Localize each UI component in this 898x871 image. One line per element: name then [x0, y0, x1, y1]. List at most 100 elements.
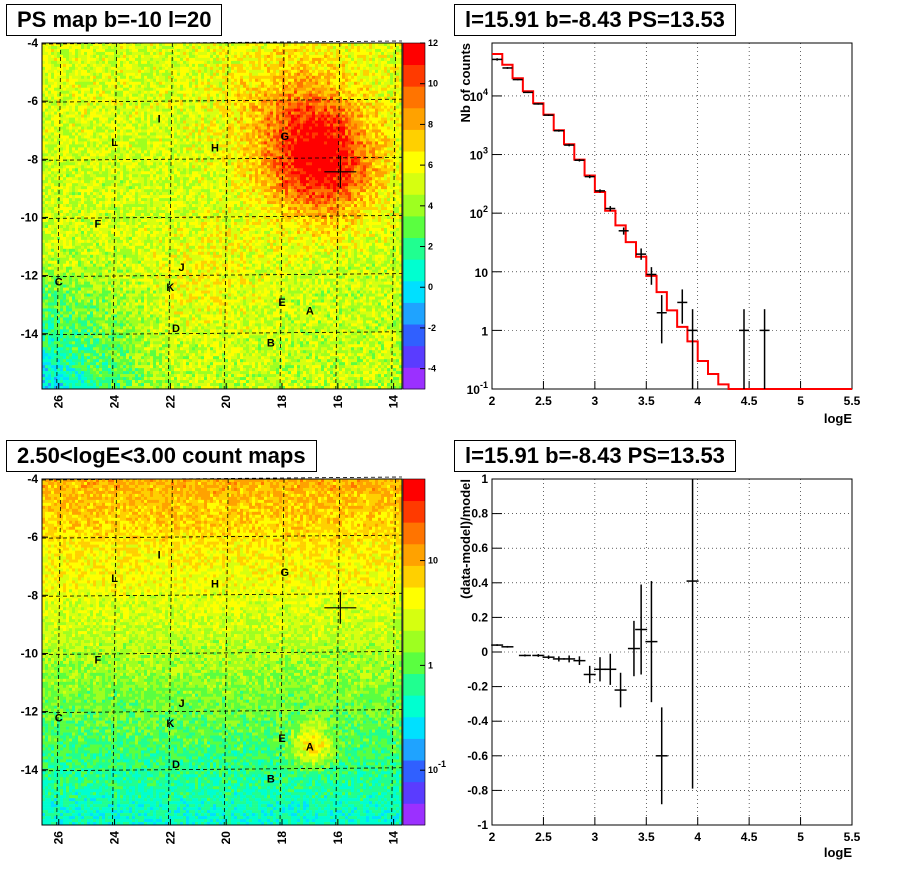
heatmap-cell: [396, 132, 400, 136]
heatmap-cell: [150, 63, 154, 68]
heatmap-cell: [384, 66, 388, 71]
heatmap-cell: [192, 45, 196, 50]
heatmap-cell: [123, 123, 127, 127]
heatmap-cell: [300, 54, 304, 59]
heatmap-cell: [222, 45, 226, 50]
heatmap-cell: [279, 126, 283, 130]
heatmap-cell: [360, 69, 364, 74]
heatmap-cell: [177, 123, 181, 127]
heatmap-cell: [114, 75, 118, 80]
heatmap-cell: [45, 138, 49, 142]
heatmap-cell: [216, 96, 220, 100]
heatmap-cell: [282, 120, 286, 124]
heatmap-cell: [252, 114, 256, 118]
heatmap-cell: [231, 84, 235, 89]
heatmap-cell: [60, 81, 64, 86]
heatmap-cell: [192, 78, 196, 83]
heatmap-cell: [156, 93, 160, 97]
heatmap-cell: [144, 84, 148, 89]
heatmap-cell: [291, 156, 295, 160]
heatmap-cell: [261, 69, 265, 74]
heatmap-cell: [231, 162, 235, 166]
heatmap-cell: [144, 63, 148, 68]
heatmap-cell: [270, 43, 274, 47]
heatmap-cell: [87, 150, 91, 154]
heatmap-cell: [90, 159, 94, 163]
heatmap-cell: [45, 126, 49, 130]
heatmap-cell: [195, 57, 199, 62]
heatmap-cell: [348, 84, 352, 89]
heatmap-cell: [78, 108, 82, 112]
heatmap-cell: [138, 147, 142, 151]
heatmap-cell: [210, 132, 214, 136]
heatmap-cell: [186, 165, 190, 169]
heatmap-cell: [81, 66, 85, 71]
heatmap-cell: [108, 156, 112, 160]
heatmap-cell: [309, 93, 313, 97]
heatmap-cell: [396, 45, 400, 50]
heatmap-cell: [396, 54, 400, 59]
heatmap-cell: [381, 159, 385, 163]
heatmap-cell: [171, 135, 175, 139]
heatmap-cell: [366, 111, 370, 115]
heatmap-cell: [99, 102, 103, 106]
heatmap-cell: [291, 54, 295, 59]
heatmap-cell: [192, 63, 196, 68]
heatmap-cell: [129, 132, 133, 136]
heatmap-cell: [387, 126, 391, 130]
heatmap-cell: [249, 72, 253, 77]
heatmap-cell: [69, 78, 73, 83]
heatmap-cell: [54, 111, 58, 115]
heatmap-cell: [372, 144, 376, 148]
heatmap-cell: [270, 66, 274, 71]
heatmap-cell: [210, 150, 214, 154]
heatmap-cell: [153, 159, 157, 163]
heatmap-cell: [378, 48, 382, 53]
heatmap-cell: [45, 159, 49, 163]
heatmap-cell: [75, 147, 79, 151]
heatmap-cell: [354, 132, 358, 136]
heatmap-cell: [219, 43, 223, 47]
heatmap-cell: [177, 63, 181, 68]
heatmap-cell: [318, 45, 322, 50]
heatmap-cell: [60, 57, 64, 62]
heatmap-cell: [393, 51, 397, 56]
heatmap-cell: [264, 78, 268, 83]
heatmap-cell: [126, 51, 130, 56]
heatmap-cell: [363, 72, 367, 77]
heatmap-cell: [336, 111, 340, 115]
heatmap-cell: [330, 129, 334, 133]
heatmap-cell: [138, 81, 142, 86]
heatmap-cell: [321, 69, 325, 74]
heatmap-cell: [351, 69, 355, 74]
heatmap-cell: [42, 43, 46, 47]
heatmap-cell: [234, 93, 238, 97]
heatmap-cell: [234, 156, 238, 160]
heatmap-cell: [378, 105, 382, 109]
heatmap-cell: [279, 63, 283, 68]
heatmap-cell: [396, 108, 400, 112]
heatmap-cell: [351, 102, 355, 106]
heatmap-cell: [234, 153, 238, 157]
heatmap-cell: [288, 90, 292, 94]
heatmap-cell: [144, 123, 148, 127]
heatmap-cell: [102, 66, 106, 71]
heatmap-cell: [264, 93, 268, 97]
heatmap-cell: [108, 72, 112, 77]
heatmap-cell: [120, 165, 124, 169]
heatmap-cell: [300, 51, 304, 56]
heatmap-cell: [84, 66, 88, 71]
heatmap-cell: [384, 123, 388, 127]
heatmap-cell: [255, 45, 259, 50]
heatmap-cell: [120, 153, 124, 157]
heatmap-cell: [276, 90, 280, 94]
heatmap-cell: [213, 75, 217, 80]
heatmap-cell: [336, 48, 340, 53]
heatmap-cell: [255, 147, 259, 151]
heatmap-cell: [138, 75, 142, 80]
heatmap-cell: [249, 156, 253, 160]
heatmap-cell: [261, 81, 265, 86]
heatmap-cell: [300, 43, 304, 47]
heatmap-cell: [366, 54, 370, 59]
heatmap-cell: [327, 96, 331, 100]
